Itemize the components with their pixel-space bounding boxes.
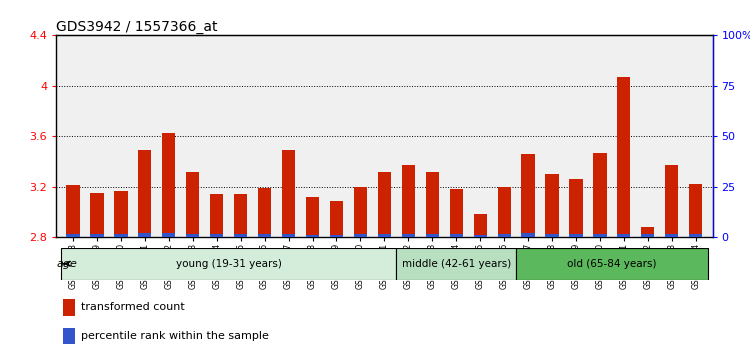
Bar <box>210 194 224 237</box>
Bar <box>186 234 200 236</box>
Bar <box>689 184 702 237</box>
Bar <box>521 154 535 237</box>
Text: GDS3942 / 1557366_at: GDS3942 / 1557366_at <box>56 21 217 34</box>
Bar <box>282 234 296 236</box>
Bar <box>67 185 80 237</box>
Bar <box>545 174 559 237</box>
Text: young (19-31 years): young (19-31 years) <box>176 259 282 269</box>
Bar <box>569 234 583 236</box>
Text: old (65-84 years): old (65-84 years) <box>567 259 657 269</box>
Bar <box>186 172 200 237</box>
Bar <box>378 172 391 237</box>
Text: transformed count: transformed count <box>81 302 185 312</box>
Bar <box>545 234 559 236</box>
Bar <box>306 197 319 237</box>
Bar <box>617 234 631 236</box>
Bar <box>569 179 583 237</box>
Bar <box>473 215 487 237</box>
Bar <box>641 227 655 237</box>
Bar <box>162 132 176 237</box>
Bar <box>521 233 535 236</box>
Bar <box>396 248 516 280</box>
Bar <box>282 150 296 237</box>
Bar <box>330 201 343 237</box>
Bar <box>665 165 678 237</box>
Bar <box>593 234 607 236</box>
Bar <box>665 234 678 236</box>
Bar <box>426 172 439 237</box>
Bar <box>402 165 415 237</box>
Bar <box>354 234 367 236</box>
Bar <box>426 234 439 236</box>
Bar <box>497 234 511 236</box>
Bar <box>63 327 74 344</box>
Bar <box>234 194 248 237</box>
Bar <box>63 299 74 315</box>
Bar <box>617 77 631 237</box>
Bar <box>61 248 396 280</box>
Text: middle (42-61 years): middle (42-61 years) <box>401 259 511 269</box>
Bar <box>138 233 152 236</box>
Bar <box>306 235 319 236</box>
Bar <box>330 235 343 236</box>
Text: age: age <box>57 259 77 269</box>
Bar <box>210 234 224 236</box>
Bar <box>91 193 104 237</box>
Bar <box>114 234 128 236</box>
Bar <box>593 153 607 237</box>
Bar <box>473 235 487 236</box>
Bar <box>258 234 272 236</box>
Bar <box>138 150 152 237</box>
Bar <box>497 187 511 237</box>
Bar <box>258 188 272 237</box>
Bar <box>91 234 104 236</box>
Bar <box>516 248 708 280</box>
Bar <box>162 233 176 236</box>
Bar <box>450 189 463 237</box>
Text: percentile rank within the sample: percentile rank within the sample <box>81 331 269 341</box>
Bar <box>234 234 248 236</box>
Bar <box>378 234 391 236</box>
Bar <box>402 234 415 236</box>
Bar <box>689 234 702 236</box>
Bar <box>641 234 655 236</box>
Bar <box>67 234 80 236</box>
Bar <box>450 234 463 236</box>
Bar <box>354 187 367 237</box>
Bar <box>114 190 128 237</box>
